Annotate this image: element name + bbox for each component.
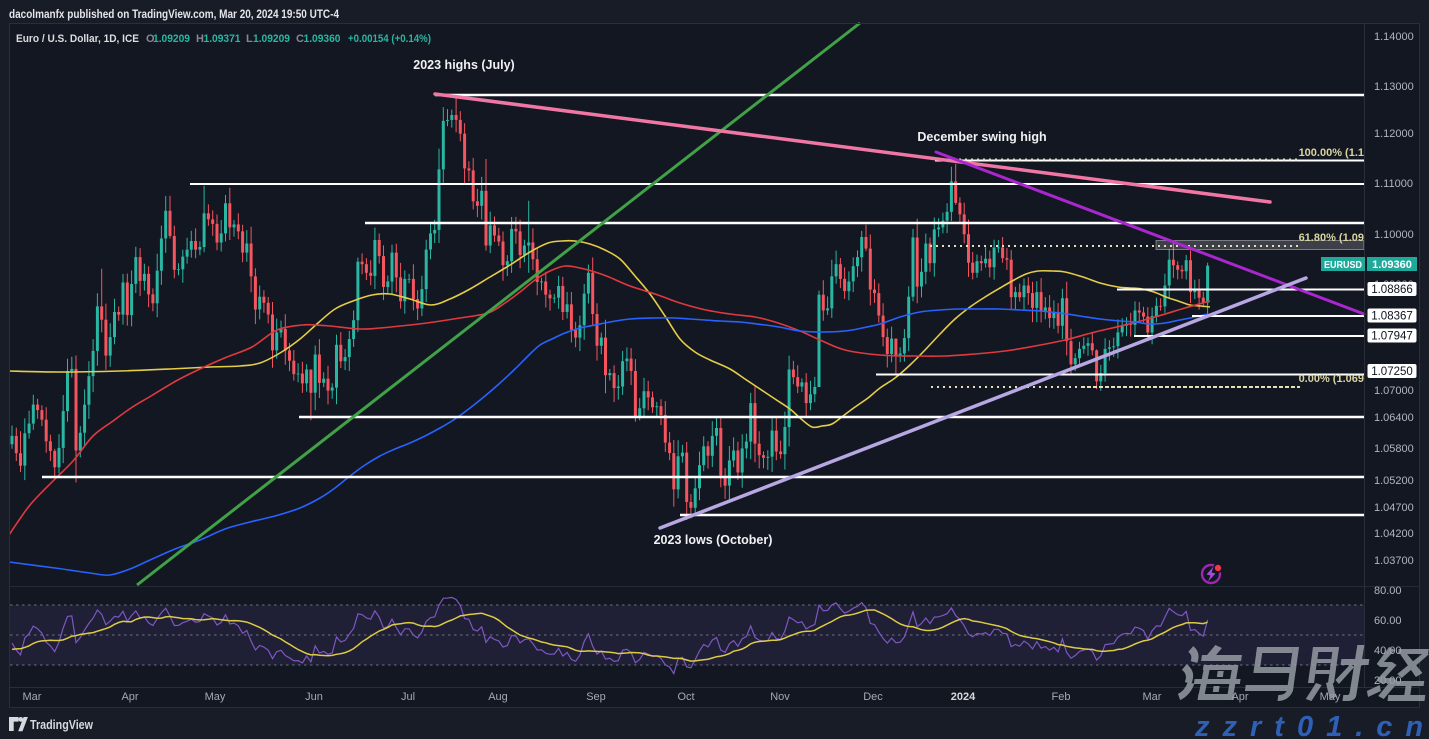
- svg-text:Mar: Mar: [1143, 691, 1162, 703]
- svg-text:1.08866: 1.08866: [1371, 284, 1413, 296]
- svg-text:Oct: Oct: [677, 691, 694, 703]
- svg-text:1.06400: 1.06400: [1374, 412, 1414, 424]
- svg-text:1.07000: 1.07000: [1374, 385, 1414, 397]
- svg-text:2023 highs (July): 2023 highs (July): [413, 58, 514, 72]
- svg-text:H: H: [196, 33, 204, 45]
- svg-text:Apr: Apr: [1231, 691, 1248, 703]
- svg-text:zzrt01.cn: zzrt01.cn: [1194, 711, 1429, 739]
- svg-text:Jul: Jul: [401, 691, 415, 703]
- svg-text:1.04700: 1.04700: [1374, 502, 1414, 514]
- svg-text:2023 lows (October): 2023 lows (October): [654, 533, 773, 547]
- svg-text:1.09209: 1.09209: [253, 33, 290, 45]
- svg-text:Apr: Apr: [121, 691, 138, 703]
- svg-text:O: O: [146, 33, 155, 45]
- svg-text:1.04200: 1.04200: [1374, 528, 1414, 540]
- svg-text:2024: 2024: [951, 691, 976, 703]
- svg-text:80.00: 80.00: [1374, 585, 1402, 597]
- svg-text:May: May: [205, 691, 226, 703]
- svg-text:60.00: 60.00: [1374, 615, 1402, 627]
- svg-text:L: L: [246, 33, 253, 45]
- svg-text:0.00% (1.069: 0.00% (1.069: [1299, 373, 1364, 385]
- svg-text:Aug: Aug: [488, 691, 508, 703]
- svg-text:1.07250: 1.07250: [1371, 366, 1413, 378]
- svg-text:61.80% (1.09: 61.80% (1.09: [1299, 232, 1364, 244]
- svg-text:Mar: Mar: [23, 691, 42, 703]
- svg-text:Feb: Feb: [1052, 691, 1071, 703]
- svg-text:dacolmanfx published on Tradin: dacolmanfx published on TradingView.com,…: [9, 7, 339, 21]
- svg-text:1.10000: 1.10000: [1374, 229, 1414, 241]
- svg-text:C: C: [296, 33, 304, 45]
- svg-text:1.09360: 1.09360: [1372, 259, 1412, 271]
- svg-text:Sep: Sep: [586, 691, 606, 703]
- svg-text:1.08367: 1.08367: [1371, 311, 1413, 323]
- svg-text:1.05800: 1.05800: [1374, 443, 1414, 455]
- svg-text:1.03700: 1.03700: [1374, 555, 1414, 567]
- svg-text:Nov: Nov: [770, 691, 790, 703]
- svg-text:December swing high: December swing high: [917, 130, 1046, 144]
- svg-text:Jun: Jun: [305, 691, 323, 703]
- svg-text:1.11000: 1.11000: [1374, 178, 1413, 190]
- svg-text:1.07947: 1.07947: [1371, 331, 1413, 343]
- svg-text:100.00% (1.1: 100.00% (1.1: [1299, 147, 1364, 159]
- svg-text:TradingView: TradingView: [30, 718, 93, 732]
- svg-text:1.09209: 1.09209: [153, 33, 190, 45]
- svg-text:Euro / U.S. Dollar, 1D, ICE: Euro / U.S. Dollar, 1D, ICE: [16, 33, 139, 45]
- svg-text:1.12000: 1.12000: [1374, 128, 1414, 140]
- svg-text:EURUSD: EURUSD: [1324, 260, 1362, 271]
- svg-text:1.09371: 1.09371: [204, 33, 241, 45]
- svg-text:Dec: Dec: [863, 691, 883, 703]
- svg-text:1.14000: 1.14000: [1374, 31, 1414, 43]
- svg-text:+0.00154 (+0.14%): +0.00154 (+0.14%): [348, 33, 431, 45]
- svg-text:1.13000: 1.13000: [1374, 81, 1414, 93]
- svg-text:1.09360: 1.09360: [304, 33, 341, 45]
- svg-text:1.05200: 1.05200: [1374, 475, 1414, 487]
